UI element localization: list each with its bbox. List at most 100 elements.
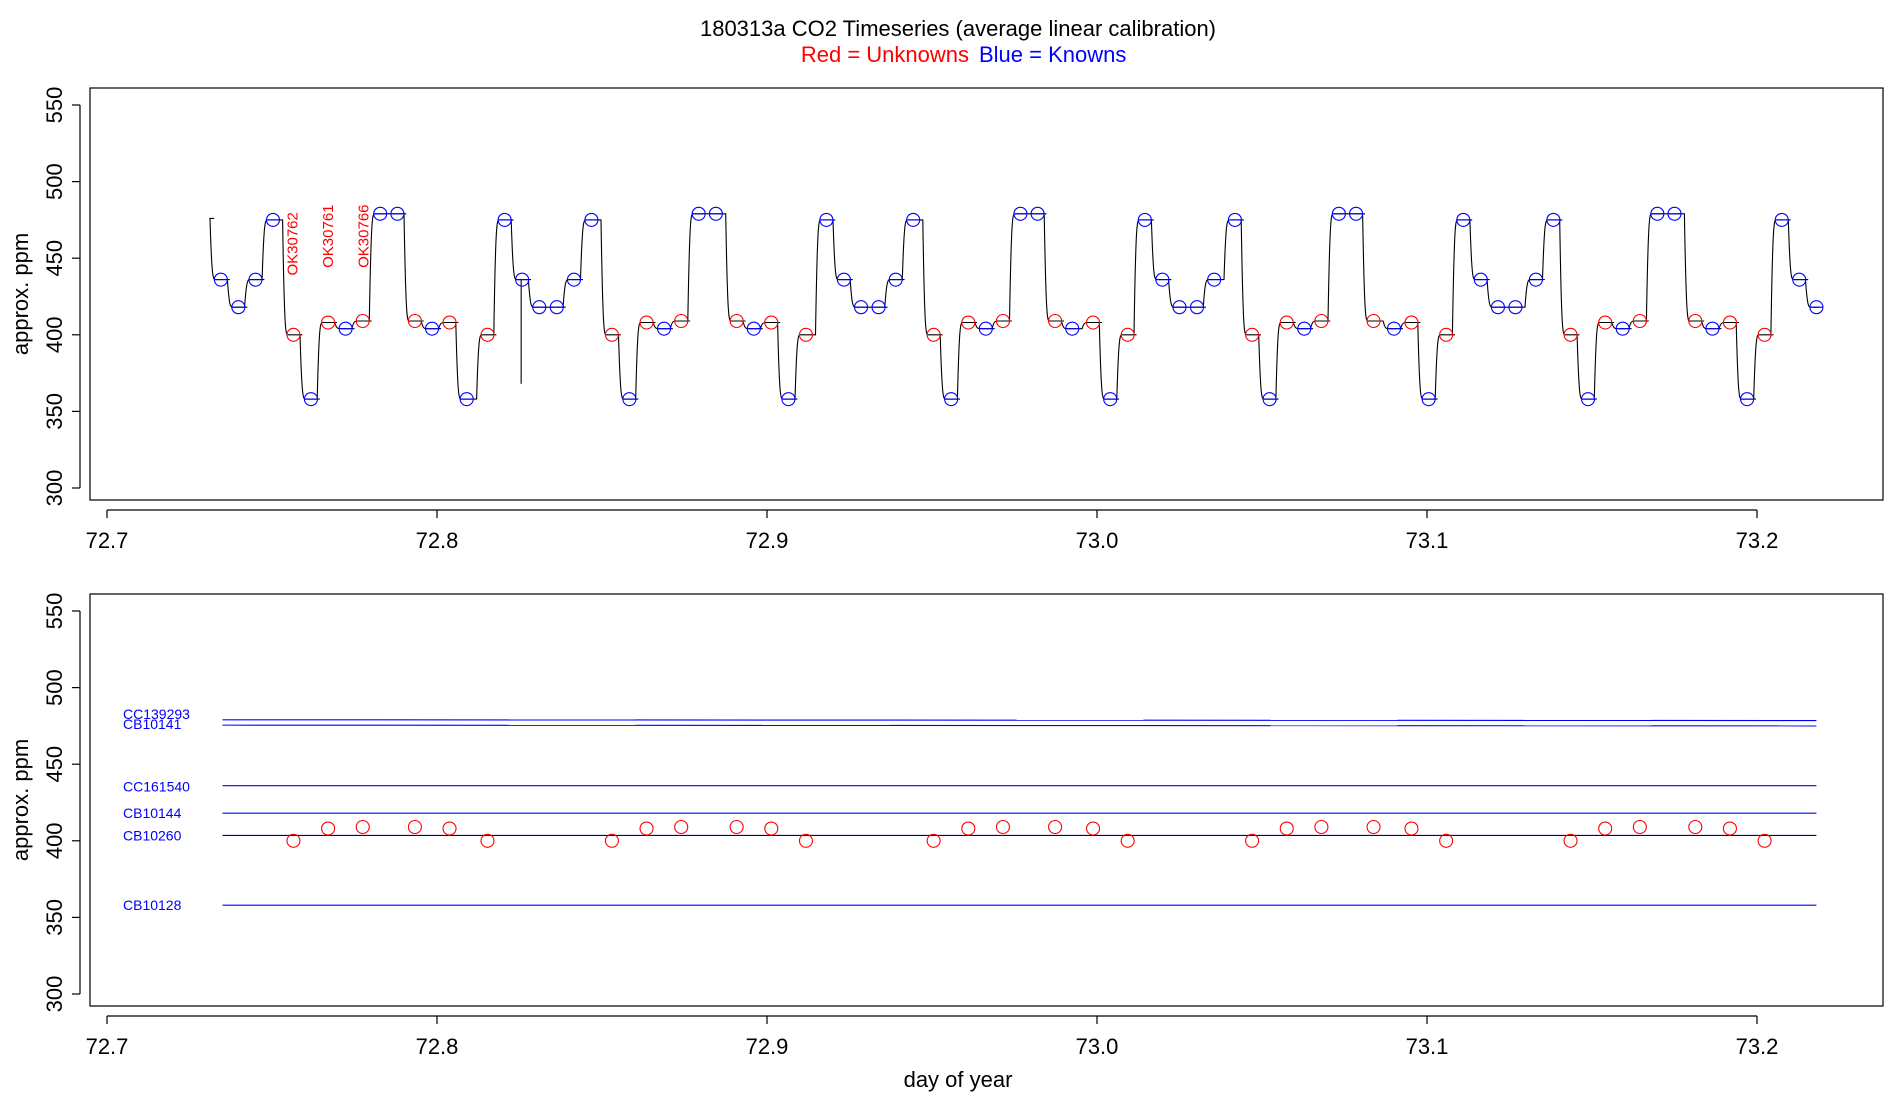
unknown-marker <box>1563 327 1578 342</box>
sample-labels: OK30762 OK30761 OK30766 <box>284 204 372 275</box>
y-tick-label: 500 <box>42 163 67 200</box>
x-tick-label: 72.8 <box>416 1034 459 1059</box>
y-tick-label: 400 <box>42 316 67 353</box>
reference-line-label: CC139293 <box>123 706 190 722</box>
bottom-y-axis: 300 350 400 450 500 550 <box>42 593 81 1013</box>
unknown-marker <box>321 821 336 836</box>
x-axis-label: day of year <box>904 1067 1013 1092</box>
unknown-marker <box>1048 313 1063 329</box>
unknown-marker <box>926 327 941 342</box>
x-tick-label: 73.1 <box>1406 528 1449 553</box>
bottom-plot-frame <box>89 593 1884 1007</box>
unknown-marker <box>442 315 457 330</box>
reference-line <box>222 719 1817 722</box>
unknown-marker <box>1598 821 1613 836</box>
unknown-marker <box>674 819 689 835</box>
unknown-marker <box>729 819 744 835</box>
y-tick-label: 500 <box>42 669 67 706</box>
unknown-markers <box>286 819 1772 848</box>
unknown-marker <box>1439 833 1454 848</box>
unknown-marker <box>961 315 976 330</box>
chart-title: 180313a CO2 Timeseries (average linear c… <box>700 16 1216 41</box>
reference-line-label: CB10128 <box>123 897 182 913</box>
unknown-marker <box>321 315 336 330</box>
unknown-marker <box>674 313 689 329</box>
unknown-marker <box>1439 327 1454 342</box>
sample-label: OK30766 <box>355 204 372 267</box>
legend-knowns: Blue = Knowns <box>979 42 1126 67</box>
unknown-marker <box>1085 821 1101 836</box>
unknown-marker <box>1632 819 1647 835</box>
unknown-marker <box>1314 313 1329 329</box>
x-tick-label: 73.2 <box>1736 528 1779 553</box>
unknown-marker <box>1688 819 1703 835</box>
unknown-marker <box>355 313 370 329</box>
x-tick-label: 73.1 <box>1406 1034 1449 1059</box>
legend-unknowns: Red = Unknowns <box>801 42 969 67</box>
reference-line-label: CB10260 <box>123 827 182 843</box>
top-y-axis: 300 350 400 450 500 550 <box>42 87 81 507</box>
unknown-marker <box>1314 819 1329 835</box>
bottom-y-axis-label: approx. ppm <box>8 739 33 861</box>
unknown-marker <box>1279 315 1294 330</box>
unknown-marker <box>1757 833 1772 848</box>
unknown-marker <box>764 315 779 330</box>
top-plot-frame <box>89 87 1884 501</box>
unknown-marker <box>1563 833 1578 848</box>
y-tick-label: 550 <box>42 87 67 124</box>
unknown-marker <box>1404 315 1419 330</box>
unknown-marker <box>1722 315 1737 330</box>
reference-line-label: CC161540 <box>123 779 190 795</box>
unknown-marker <box>480 327 495 342</box>
y-tick-label: 350 <box>42 393 67 430</box>
top-x-axis: 72.7 72.8 72.9 73.0 73.1 73.2 <box>86 509 1779 553</box>
y-tick-label: 350 <box>42 899 67 936</box>
x-tick-label: 72.7 <box>86 1034 129 1059</box>
unknown-marker <box>639 315 654 330</box>
top-markers <box>213 206 1824 407</box>
unknown-marker <box>604 327 619 342</box>
sample-label: OK30762 <box>284 212 301 275</box>
bottom-x-axis: 72.7 72.8 72.9 73.0 73.1 73.2 <box>86 1015 1778 1059</box>
unknown-marker <box>1722 821 1737 836</box>
unknown-marker <box>604 833 619 848</box>
reference-line-label: CB10144 <box>123 805 182 821</box>
co2-trace <box>209 213 1820 400</box>
unknown-marker <box>1757 327 1772 342</box>
unknown-marker <box>286 327 301 342</box>
unknown-marker <box>480 833 495 848</box>
unknown-marker <box>764 821 779 836</box>
unknown-marker <box>639 821 654 836</box>
unknown-marker <box>1048 819 1063 835</box>
unknown-marker <box>442 821 457 836</box>
unknown-marker <box>995 819 1011 835</box>
unknown-marker <box>995 313 1011 329</box>
unknown-marker <box>798 833 813 848</box>
y-tick-label: 450 <box>42 240 67 277</box>
reference-line-label: CB10141 <box>123 716 182 732</box>
sample-label: OK30761 <box>320 204 337 267</box>
unknown-marker <box>1632 313 1647 329</box>
unknown-marker <box>1245 327 1260 342</box>
x-tick-label: 73.0 <box>1076 528 1119 553</box>
unknown-marker <box>286 833 301 848</box>
unknown-marker <box>1279 821 1294 836</box>
unknown-marker <box>961 821 976 836</box>
x-tick-label: 72.7 <box>86 528 129 553</box>
x-tick-label: 72.9 <box>746 1034 789 1059</box>
x-tick-label: 72.9 <box>746 528 789 553</box>
unknown-marker <box>1688 313 1703 329</box>
unknown-marker <box>1085 315 1101 330</box>
y-tick-label: 300 <box>42 470 67 507</box>
y-tick-label: 300 <box>42 976 67 1013</box>
unknown-marker <box>1366 819 1381 835</box>
unknown-marker <box>729 313 744 329</box>
x-tick-label: 73.0 <box>1076 1034 1119 1059</box>
trace-line <box>209 213 1820 400</box>
unknown-marker <box>1404 821 1419 836</box>
y-tick-label: 400 <box>42 822 67 859</box>
